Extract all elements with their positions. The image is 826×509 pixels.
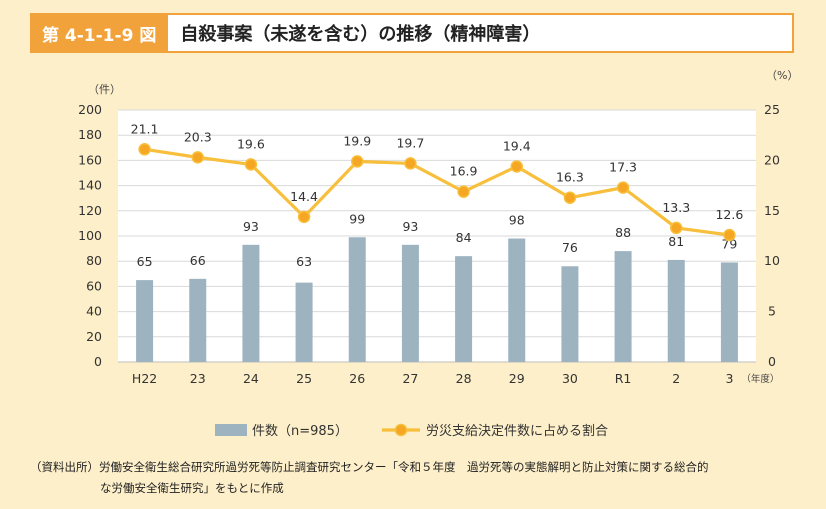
- line-series: [144, 147, 730, 237]
- left-tick-label: 100: [78, 228, 102, 243]
- category-label: 28: [456, 371, 472, 386]
- figure-title: 自殺事案（未遂を含む）の推移（精神障害）: [180, 24, 541, 45]
- line-value-label: 16.9: [450, 164, 478, 179]
- line-value-label: 19.4: [503, 138, 531, 153]
- line-value-label: 19.6: [237, 136, 265, 151]
- left-axis-unit: （件）: [88, 83, 121, 96]
- line-value-label: 19.9: [343, 133, 371, 148]
- right-tick-label: 25: [764, 102, 780, 117]
- line-point: [723, 228, 736, 242]
- left-tick-label: 140: [78, 178, 102, 193]
- line-point: [670, 221, 683, 235]
- category-label: 26: [349, 371, 365, 386]
- right-tick-label: 10: [764, 253, 780, 268]
- legend-line-label: 労災支給決定件数に占める割合: [426, 423, 608, 439]
- legend-line-marker: [394, 423, 408, 437]
- bar-value-label: 93: [243, 219, 259, 234]
- bar-value-label: 66: [190, 253, 206, 268]
- line-point: [404, 157, 417, 170]
- line-value-label: 13.3: [662, 200, 690, 215]
- legend-bar-label: 件数（n=985）: [252, 424, 348, 439]
- category-label: 24: [243, 371, 259, 386]
- line-value-label: 16.3: [556, 170, 584, 185]
- category-label: 29: [509, 371, 525, 386]
- legend-bar-swatch: [215, 424, 247, 436]
- left-tick-label: 60: [86, 278, 102, 293]
- line-point: [510, 160, 523, 173]
- figure-header: 第 4-1-1-9 図 自殺事案（未遂を含む）の推移（精神障害）: [30, 13, 794, 53]
- chart: 0 20 40 60 80 100 120 140 160 180 200 0 5 10 15 20 25 （件）…: [78, 69, 798, 439]
- line-value-label: 21.1: [131, 121, 159, 136]
- line-value-label: 20.3: [184, 129, 212, 144]
- bar: [561, 266, 579, 362]
- category-label: 30: [562, 371, 578, 386]
- bar: [242, 244, 260, 362]
- line-value-label: 12.6: [715, 207, 743, 222]
- bar: [455, 256, 473, 362]
- bar: [401, 244, 419, 362]
- bar-value-label: 98: [509, 213, 525, 228]
- source-note: （資料出所）労働安全衛生総合研究所過労死等防止調査研究センター「令和５年度 過労…: [30, 457, 810, 499]
- bar-value-label: 76: [562, 240, 578, 255]
- bar-value-label: 65: [137, 254, 153, 269]
- left-tick-label: 180: [78, 127, 102, 142]
- left-tick-label: 160: [78, 152, 102, 167]
- line-point: [297, 210, 311, 224]
- bar-value-label: 99: [349, 211, 365, 226]
- line-value-label: 19.7: [396, 135, 424, 150]
- bar: [295, 282, 313, 362]
- left-tick-label: 0: [94, 354, 102, 369]
- bar-value-label: 93: [402, 219, 418, 234]
- category-label: 27: [402, 371, 418, 386]
- line-point: [563, 191, 577, 204]
- bar: [136, 280, 154, 362]
- line-point: [244, 158, 258, 171]
- left-tick-label: 120: [78, 203, 102, 218]
- bar-value-label: 81: [668, 234, 684, 249]
- category-label: 2: [672, 371, 680, 386]
- left-tick-label: 20: [86, 329, 102, 344]
- category-label: H22: [132, 371, 157, 386]
- line-point: [616, 181, 630, 194]
- category-label: 25: [296, 371, 312, 386]
- source-line-1: （資料出所）労働安全衛生総合研究所過労死等防止調査研究センター「令和５年度 過労…: [30, 460, 709, 474]
- right-tick-label: 15: [764, 203, 780, 218]
- bar: [189, 278, 207, 362]
- bar-value-label: 88: [615, 225, 631, 240]
- line-value-label: 14.4: [290, 189, 318, 204]
- line-value-label: 17.3: [609, 160, 637, 175]
- category-label: R1: [615, 371, 632, 386]
- bar-value-label: 63: [296, 254, 312, 269]
- bar-value-label: 79: [721, 236, 737, 251]
- source-line-2: な労働安全衛生研究」をもとに作成: [100, 481, 284, 495]
- left-tick-label: 40: [86, 304, 102, 319]
- category-label: 3: [725, 371, 733, 386]
- x-axis-unit: （年度）: [741, 373, 779, 385]
- left-tick-label: 200: [78, 102, 102, 117]
- bar: [720, 262, 738, 362]
- figure-number: 第 4-1-1-9 図: [32, 15, 169, 51]
- bar: [614, 251, 632, 362]
- right-tick-label: 5: [768, 304, 776, 319]
- left-tick-label: 80: [86, 253, 102, 268]
- right-axis-unit: （%）: [766, 69, 798, 82]
- line-point: [138, 143, 151, 156]
- right-tick-label: 20: [764, 152, 780, 167]
- category-label: 23: [190, 371, 206, 386]
- bar-value-label: 84: [456, 230, 472, 245]
- bar: [508, 238, 526, 362]
- line-point: [351, 155, 364, 168]
- bar: [667, 259, 685, 362]
- bar: [348, 237, 366, 362]
- line-point: [191, 151, 204, 164]
- line-point: [457, 185, 470, 198]
- right-tick-label: 0: [768, 354, 776, 369]
